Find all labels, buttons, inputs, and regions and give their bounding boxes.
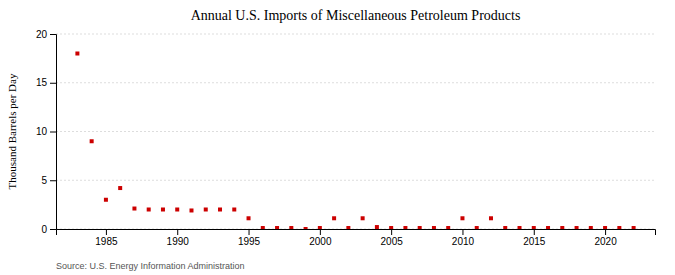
tick-label: 5 [41, 175, 47, 186]
tick-mark [50, 132, 56, 133]
tick: 2020 [594, 229, 617, 247]
y-axis: 0 5 10 15 20 [36, 29, 57, 235]
tick-label: 1990 [167, 236, 190, 247]
tick-label: 1985 [95, 236, 118, 247]
grid-line [56, 34, 655, 35]
tick-mark [462, 229, 463, 235]
tick: 2015 [523, 229, 546, 247]
point [418, 226, 422, 229]
tick-mark [391, 229, 392, 235]
point [546, 226, 550, 229]
point [332, 216, 336, 220]
point [518, 226, 522, 229]
point [118, 186, 122, 190]
tick: 2005 [381, 229, 404, 247]
grid-line [56, 131, 655, 132]
grid-line [56, 180, 655, 181]
point [318, 226, 322, 229]
point [389, 226, 393, 229]
axis-line [57, 230, 656, 236]
tick-label: 2005 [381, 236, 404, 247]
point [147, 208, 151, 212]
tick-mark [50, 229, 56, 230]
point [175, 208, 179, 212]
point [475, 226, 479, 229]
tick-label: 2000 [309, 236, 332, 247]
tick-mark [320, 229, 321, 235]
point [603, 226, 607, 229]
tick-label: 10 [36, 126, 48, 137]
tick-label: 2020 [594, 236, 617, 247]
tick-mark [50, 180, 56, 181]
tick-mark [50, 34, 56, 35]
point [304, 227, 308, 229]
point [289, 226, 293, 229]
tick-label: 2010 [452, 236, 475, 247]
tick-mark [106, 229, 107, 235]
tick-label: 2015 [523, 236, 546, 247]
point [432, 226, 436, 229]
point [90, 139, 94, 143]
point [575, 226, 579, 229]
tick-mark [249, 229, 250, 235]
tick-label: 1995 [238, 236, 261, 247]
point [460, 216, 464, 220]
tick: 2010 [452, 229, 475, 247]
point [361, 216, 365, 220]
title: Annual U.S. Imports of Miscellaneous Pet… [191, 8, 521, 23]
tick: 5 [41, 175, 56, 186]
tick-label: 15 [36, 77, 48, 88]
point [75, 52, 79, 56]
tick-mark [50, 83, 56, 84]
tick-label: 0 [41, 224, 47, 235]
point [446, 226, 450, 229]
tick-mark [605, 229, 606, 235]
point [532, 226, 536, 229]
axis-line [50, 35, 57, 230]
point [346, 226, 350, 229]
tick-label: 20 [36, 29, 48, 40]
x-axis: 1985 1990 1995 2000 2005 2010 2015 2020 [57, 229, 656, 247]
tick: 10 [36, 126, 56, 137]
point [275, 226, 279, 229]
point [218, 208, 222, 212]
point [489, 216, 493, 220]
tick-mark [534, 229, 535, 235]
point [232, 208, 236, 212]
plot-area: 1985 1990 1995 2000 2005 2010 2015 2020 0 5 10 15 20 [36, 29, 656, 247]
points [75, 52, 635, 230]
point [503, 226, 507, 229]
point [247, 216, 251, 220]
point [375, 225, 379, 229]
tick: 0 [41, 224, 56, 235]
point [632, 226, 636, 229]
y-axis-label: Thousand Barrels per Day [6, 73, 18, 189]
point [261, 226, 265, 229]
tick: 1995 [238, 229, 261, 247]
chart: 1985 1990 1995 2000 2005 2010 2015 2020 0 5 10 15 20… [0, 0, 675, 275]
tick-mark [177, 229, 178, 235]
point [560, 226, 564, 229]
point [204, 208, 208, 212]
tick: 2000 [309, 229, 332, 247]
source-note: Source: U.S. Energy Information Administ… [56, 261, 245, 271]
point [617, 226, 621, 229]
point [589, 226, 593, 229]
point [104, 198, 108, 202]
point [161, 208, 165, 212]
tick: 1990 [167, 229, 190, 247]
tick: 20 [36, 29, 56, 40]
point [189, 208, 193, 212]
point [403, 226, 407, 229]
point [132, 207, 136, 211]
tick: 1985 [95, 229, 118, 247]
grid-line [56, 82, 655, 83]
tick: 15 [36, 77, 56, 88]
y-grid [56, 34, 655, 229]
